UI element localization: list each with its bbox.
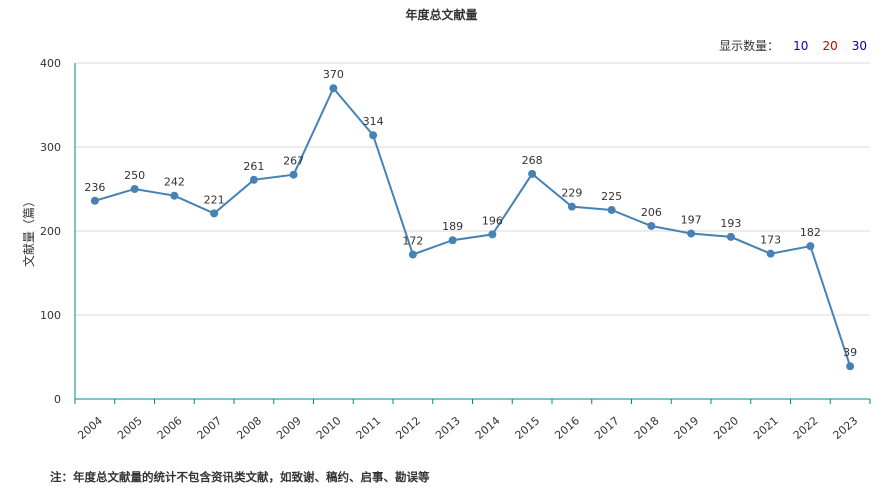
data-label: 268: [522, 154, 543, 167]
data-label: 267: [283, 155, 304, 168]
line-chart: 0 100 200 300 400 2004 2005 2006 2007 2008 2009 201…: [21, 57, 871, 442]
data-point: [329, 84, 338, 93]
data-point: [130, 185, 139, 193]
x-tick-label: 2008: [234, 414, 264, 442]
x-tick-label: 2020: [711, 414, 741, 442]
data-label: 193: [720, 217, 741, 230]
data-point: [369, 131, 378, 140]
y-tick-label: 300: [40, 141, 61, 154]
x-tick-label: 2019: [672, 414, 702, 442]
data-point: [528, 169, 537, 178]
data-label: 370: [323, 68, 344, 81]
footnote: 注：年度总文献量的统计不包含资讯类文献，如致谢、稿约、启事、勘误等: [50, 470, 430, 484]
data-label: 236: [84, 181, 105, 194]
data-point: [726, 232, 735, 241]
data-label: 182: [800, 226, 821, 239]
data-label: 221: [204, 193, 225, 206]
data-label: 314: [363, 115, 384, 128]
data-label: 189: [442, 220, 463, 233]
data-point: [846, 362, 855, 371]
x-tick-label: 2012: [393, 414, 423, 442]
data-point: [766, 249, 775, 258]
display-count-label: 显示数量：: [719, 39, 780, 53]
x-tick-label: 2006: [155, 414, 185, 442]
data-label: 172: [402, 235, 423, 248]
y-tick-label: 0: [54, 393, 61, 406]
data-label: 173: [760, 234, 781, 247]
x-tick-label: 2022: [791, 414, 821, 442]
data-point: [249, 175, 258, 184]
x-tick-label: 2018: [632, 414, 662, 442]
data-label: 242: [164, 176, 185, 189]
x-tick-label: 2016: [552, 414, 582, 442]
y-tick-label: 200: [40, 225, 61, 238]
data-point: [90, 196, 99, 205]
x-tick-label: 2005: [115, 414, 145, 442]
x-tick-label: 2023: [831, 414, 861, 442]
x-tick-label: 2010: [314, 414, 344, 442]
data-label: 225: [601, 190, 622, 203]
data-point: [210, 209, 219, 218]
data-label: 39: [843, 346, 857, 359]
data-point: [289, 170, 298, 179]
data-point: [806, 242, 815, 251]
display-count-selector: 显示数量： 10 20 30: [719, 37, 867, 54]
x-tick-label: 2021: [751, 414, 781, 442]
data-point: [488, 230, 497, 239]
display-count-option-20[interactable]: 20: [822, 38, 838, 53]
x-tick-label: 2013: [433, 414, 463, 442]
x-tick-label: 2009: [274, 414, 304, 442]
data-point: [448, 236, 457, 245]
x-tick-label: 2017: [592, 414, 622, 442]
data-point: [687, 229, 696, 238]
series-line: [94, 86, 852, 367]
x-tick-label: 2015: [513, 414, 543, 442]
data-label: 229: [561, 187, 582, 200]
data-point: [567, 202, 576, 211]
x-tick-label: 2007: [195, 414, 225, 442]
y-tick-label: 400: [40, 57, 61, 70]
data-point: [647, 221, 656, 230]
data-label: 261: [243, 160, 264, 173]
x-tick-label: 2014: [473, 414, 503, 442]
display-count-option-10[interactable]: 10: [793, 38, 809, 53]
x-tick-label: 2004: [75, 414, 105, 442]
data-point: [607, 206, 616, 214]
data-point: [408, 250, 417, 259]
display-count-option-30[interactable]: 30: [851, 38, 867, 53]
data-label: 197: [681, 214, 702, 227]
y-tick-label: 100: [40, 309, 61, 322]
data-label: 206: [641, 206, 662, 219]
data-point: [170, 191, 179, 200]
data-label: 196: [482, 214, 503, 227]
y-axis-label: 文献量（篇）: [21, 195, 36, 267]
data-label: 250: [124, 169, 145, 182]
chart-title: 年度总文献量: [405, 8, 478, 22]
x-tick-label: 2011: [354, 414, 384, 442]
